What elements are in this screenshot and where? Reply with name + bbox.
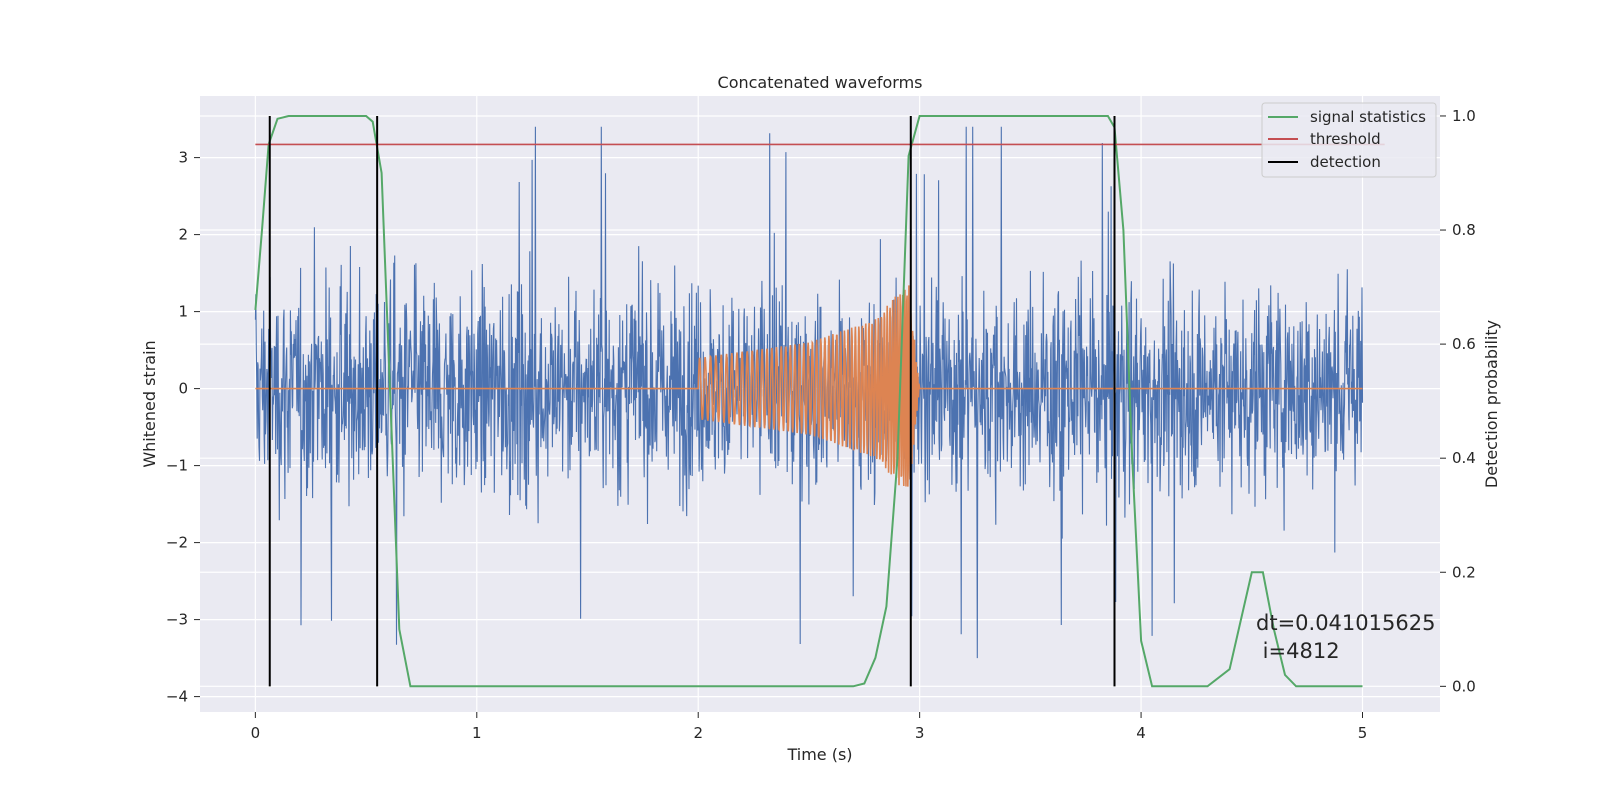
y-tick-label: 1: [178, 303, 188, 321]
signal-statistics-series: [254, 115, 1363, 688]
axes: 0 1 2 3 4 5 −4 −3 −2 −1 0 1 2 3 0.0 0.2 0.4 0.6 0.8 1.0: [166, 107, 1476, 742]
signal-statistics-line: [254, 115, 1363, 688]
y-axis-label: Whitened strain: [140, 340, 159, 467]
y2-tick-label: 0.0: [1452, 677, 1476, 695]
y-tick-label: 3: [178, 149, 188, 167]
waveform-series: [255, 285, 1363, 487]
detection-series: [268, 115, 1116, 687]
annotation-dt: dt=0.041015625: [1256, 611, 1435, 635]
chart-title: Concatenated waveforms: [718, 73, 923, 92]
legend-label-detection: detection: [1310, 153, 1381, 171]
noise-line: [254, 126, 1364, 659]
annotation-index: i=4812: [1256, 639, 1340, 663]
legend-box: [1261, 102, 1437, 178]
legend: signal statistics threshold detection: [1261, 102, 1437, 178]
y2-tick-label: 0.8: [1452, 221, 1476, 239]
y2-tick-label: 1.0: [1452, 107, 1476, 125]
waveform-line: [255, 285, 1363, 487]
x-axis-label: Time (s): [786, 745, 852, 764]
y-tick-label: 0: [178, 380, 188, 398]
y2-tick-label: 0.6: [1452, 335, 1476, 353]
x-tick-label: 1: [472, 724, 482, 742]
legend-label-threshold: threshold: [1310, 130, 1381, 148]
y-tick-label: −3: [166, 611, 188, 629]
y-tick-label: −4: [166, 688, 188, 706]
y2-axis-label: Detection probability: [1482, 320, 1501, 488]
y-tick-label: −2: [166, 534, 188, 552]
x-tick-label: 2: [693, 724, 703, 742]
y2-tick-label: 0.4: [1452, 449, 1476, 467]
y-tick-label: −1: [166, 457, 188, 475]
y2-tick-label: 0.2: [1452, 563, 1476, 581]
x-tick-label: 0: [251, 724, 261, 742]
legend-label-signal-statistics: signal statistics: [1310, 108, 1426, 126]
noise-series: [254, 126, 1364, 659]
y-tick-label: 2: [178, 226, 188, 244]
x-tick-label: 4: [1136, 724, 1146, 742]
x-tick-label: 5: [1358, 724, 1368, 742]
x-tick-label: 3: [915, 724, 925, 742]
